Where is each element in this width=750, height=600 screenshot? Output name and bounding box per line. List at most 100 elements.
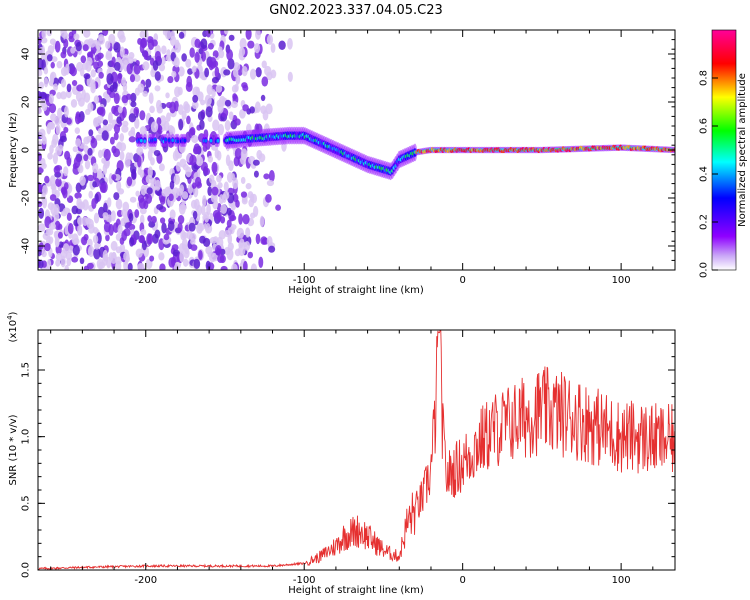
spectrogram-noise-cell bbox=[60, 30, 67, 38]
spectrogram-noise-cell bbox=[110, 240, 118, 251]
spectrogram-noise-cell bbox=[143, 50, 149, 60]
spectrogram-noise-cell bbox=[216, 150, 222, 161]
spectrogram-noise-cell bbox=[40, 37, 48, 44]
spectrogram-noise-cell bbox=[113, 123, 121, 134]
spectrogram-noise-cell bbox=[160, 56, 166, 66]
spectrogram-noise-cell bbox=[93, 117, 101, 127]
spectrogram-noise-cell bbox=[66, 117, 72, 125]
spectrogram-noise-cell bbox=[139, 207, 147, 215]
svg-text:(x104): (x104) bbox=[6, 311, 19, 342]
spectrogram-heatmap bbox=[38, 30, 675, 270]
spectrogram-noise-cell bbox=[261, 76, 269, 87]
spectrogram-noise-cell bbox=[170, 30, 176, 40]
spectrogram-noise-cell bbox=[139, 110, 146, 121]
spectrogram-noise-cell bbox=[209, 236, 217, 244]
spectrogram-noise-cell bbox=[137, 83, 145, 93]
spectrogram-noise-cell bbox=[266, 34, 274, 45]
spectrogram-noise-cell bbox=[135, 190, 140, 197]
spectrogram-y-axis-label: Frequency (Hz) bbox=[8, 112, 19, 188]
spectrogram-noise-cell bbox=[91, 79, 96, 91]
spectrogram-noise-cell bbox=[75, 41, 82, 52]
snr-y-multiplier: (x104) bbox=[6, 311, 19, 342]
spectrogram-noise-cell bbox=[50, 183, 57, 191]
spectrogram-noise-cell bbox=[223, 69, 231, 76]
spectrogram-noise-cell bbox=[101, 157, 106, 164]
colorbar-tick-label: 0.0 bbox=[699, 262, 710, 278]
snr-y-tick-label: 1.0 bbox=[21, 429, 32, 445]
spectrogram-noise-cell bbox=[154, 229, 161, 239]
colorbar: 0.0 0.2 0.4 0.6 0.8 Normalized spectral ampl… bbox=[699, 29, 748, 278]
spectrogram-noise-cell bbox=[220, 265, 228, 270]
spectrogram-noise-cell bbox=[249, 106, 255, 114]
spectrogram-noise-cell bbox=[154, 188, 163, 196]
spectrogram-noise-cell bbox=[53, 165, 61, 175]
spectrogram-noise-cell bbox=[220, 204, 228, 214]
spectrogram-noise-cell bbox=[54, 220, 61, 231]
spectrogram-noise-cell bbox=[117, 30, 125, 40]
spectrogram-noise-cell bbox=[120, 217, 126, 227]
spectrogram-noise-cell bbox=[268, 245, 276, 253]
spectrogram-noise-cell bbox=[44, 242, 51, 252]
spectrogram-noise-cell bbox=[140, 229, 147, 236]
spectrogram-noise-cell bbox=[190, 244, 198, 251]
spectrogram-noise-cell bbox=[167, 125, 174, 133]
spectrogram-noise-cell bbox=[63, 126, 69, 133]
spectrogram-noise-cell bbox=[41, 30, 47, 39]
spectrogram-noise-cell bbox=[193, 143, 201, 155]
spectrogram-noise-cell bbox=[183, 101, 189, 111]
spectrogram-noise-cell bbox=[63, 38, 69, 49]
spectrogram-noise-cell bbox=[235, 74, 241, 85]
colorbar-tick-label: 0.8 bbox=[699, 70, 710, 86]
snr-x-tick-label: 100 bbox=[612, 575, 631, 586]
spectrogram-noise-cell bbox=[245, 227, 251, 238]
spectrogram-ridge-core bbox=[183, 138, 187, 143]
colorbar-tick-label: 0.2 bbox=[699, 214, 710, 230]
spectrogram-noise-cell bbox=[107, 123, 113, 132]
spectrogram-noise-cell bbox=[137, 194, 145, 203]
spectrogram-noise-cell bbox=[197, 111, 205, 121]
spectrogram-noise-cell bbox=[228, 111, 234, 120]
spectrogram-noise-cell bbox=[191, 100, 199, 110]
spectrogram-noise-cell bbox=[117, 141, 123, 148]
spectrogram-noise-cell bbox=[174, 41, 182, 53]
spectrogram-noise-cell bbox=[149, 255, 155, 262]
spectrogram-noise-cell bbox=[194, 198, 200, 211]
chart-title: GN02.2023.337.04.05.C23 bbox=[269, 3, 443, 18]
spectrogram-noise-cell bbox=[208, 60, 214, 71]
spectrogram-noise-cell bbox=[46, 54, 53, 62]
spectrogram-ridge-core bbox=[209, 138, 213, 143]
spectrogram-noise-cell bbox=[89, 40, 96, 48]
spectrogram-noise-cell bbox=[198, 249, 203, 260]
spectrogram-noise-cell bbox=[145, 193, 153, 204]
spectrogram-noise-cell bbox=[119, 133, 125, 142]
spectrogram-noise-cell bbox=[42, 196, 48, 209]
spectrogram-noise-cell bbox=[111, 174, 117, 181]
spectrogram-ridge-core bbox=[176, 139, 180, 144]
spectrogram-noise-cell bbox=[205, 106, 213, 118]
spectrogram-noise-cell bbox=[38, 37, 42, 45]
spectrogram-noise-cell bbox=[94, 242, 100, 250]
spectrogram-noise-cell bbox=[43, 77, 49, 88]
spectrogram-noise-cell bbox=[119, 237, 125, 245]
spectrogram-noise-cell bbox=[174, 86, 181, 98]
spectrogram-noise-cell bbox=[76, 61, 83, 72]
spectrogram-noise-cell bbox=[245, 183, 252, 190]
spectrogram-ridge-core bbox=[164, 137, 168, 142]
spectrogram-noise-cell bbox=[43, 67, 49, 75]
spectrogram-noise-cell bbox=[55, 239, 60, 247]
spectrogram-noise-cell bbox=[208, 174, 215, 184]
spectrogram-noise-cell bbox=[224, 120, 231, 132]
spectrogram-noise-cell bbox=[133, 63, 141, 75]
spectrogram-noise-cell bbox=[161, 222, 167, 234]
spectrogram-noise-cell bbox=[223, 181, 229, 192]
spectrogram-noise-cell bbox=[113, 92, 120, 105]
spectrogram-noise-cell bbox=[53, 83, 59, 91]
spectrogram-noise-cell bbox=[227, 233, 233, 245]
spectrogram-noise-cell bbox=[169, 101, 177, 114]
spectrogram-noise-cell bbox=[268, 170, 275, 182]
spectrogram-noise-cell bbox=[287, 37, 293, 50]
spectrogram-noise-cell bbox=[265, 103, 273, 115]
spectrogram-noise-cell bbox=[159, 217, 166, 224]
spectrogram-noise-cell bbox=[181, 243, 187, 251]
spectrogram-noise-cell bbox=[179, 204, 187, 211]
